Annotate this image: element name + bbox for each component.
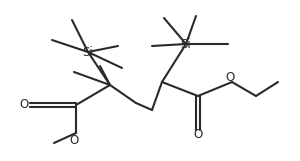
Text: O: O (194, 128, 202, 142)
Text: O: O (69, 134, 79, 147)
Text: Si: Si (82, 46, 93, 58)
Text: O: O (20, 99, 28, 112)
Text: Si: Si (181, 38, 191, 51)
Text: O: O (225, 71, 235, 84)
